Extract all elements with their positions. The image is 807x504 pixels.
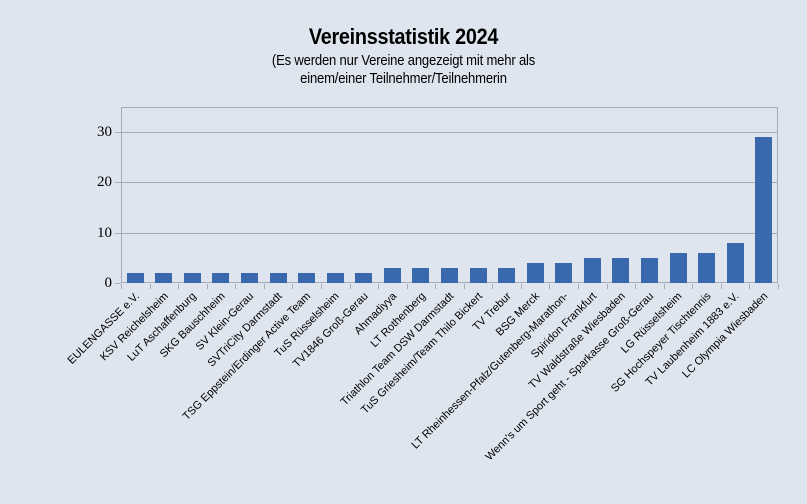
- gridline: [121, 132, 778, 134]
- x-axis-tick: [378, 284, 380, 289]
- x-axis-tick: [520, 284, 522, 289]
- y-axis-tick: [115, 283, 121, 284]
- bar: [755, 137, 773, 283]
- bar: [383, 267, 401, 283]
- y-axis-tick-label: 20: [97, 174, 112, 191]
- bar: [212, 272, 230, 283]
- y-axis-tick-label: 10: [97, 224, 112, 241]
- x-axis-tick: [320, 284, 322, 289]
- y-axis-tick: [115, 232, 121, 234]
- x-axis-tick: [635, 284, 637, 289]
- bar: [555, 262, 573, 283]
- x-axis-tick: [263, 284, 265, 289]
- bar: [412, 267, 430, 283]
- y-axis-tick: [115, 182, 121, 184]
- x-axis-tick: [206, 284, 208, 289]
- x-axis-tick: [178, 284, 180, 289]
- bar: [441, 267, 458, 283]
- x-axis-tick: [663, 284, 665, 289]
- bar: [669, 252, 687, 283]
- x-axis-tick: [549, 284, 551, 289]
- x-axis-tick: [435, 284, 437, 289]
- bar: [298, 272, 316, 283]
- x-axis-tick: [578, 284, 580, 289]
- bar: [126, 272, 144, 283]
- chart-subtitle-line2: einem/einer Teilnehmer/Teilnehmerin: [300, 71, 507, 87]
- chart-subtitle-line1: (Es werden nur Vereine angezeigt mit meh…: [271, 53, 536, 69]
- bar: [698, 252, 716, 283]
- x-axis-tick: [235, 284, 237, 289]
- x-axis-tick: [349, 284, 351, 289]
- x-axis-tick: [778, 284, 779, 289]
- gridline: [121, 182, 778, 184]
- bar: [326, 272, 344, 283]
- x-axis-tick: [606, 284, 608, 289]
- x-axis-tick: [121, 284, 122, 289]
- x-axis-tick: [692, 284, 694, 289]
- bar: [583, 257, 601, 283]
- bar: [183, 272, 201, 283]
- x-axis-tick: [492, 284, 494, 289]
- gridline: [121, 232, 778, 234]
- bar: [469, 267, 487, 283]
- bar: [526, 262, 544, 283]
- bar: [726, 242, 744, 283]
- bar: [498, 267, 516, 283]
- bar: [269, 272, 287, 283]
- x-axis-tick: [292, 284, 294, 289]
- y-axis-tick: [115, 132, 121, 134]
- x-axis-tick: [749, 284, 751, 289]
- x-axis-tick: [149, 284, 151, 289]
- x-axis-tick: [720, 284, 722, 289]
- bar: [355, 272, 373, 283]
- chart-title: Vereinsstatistik 2024: [308, 24, 499, 49]
- bar: [155, 272, 173, 283]
- bar: [241, 272, 259, 283]
- y-axis-tick-label: 30: [97, 124, 112, 141]
- x-axis-tick: [406, 284, 408, 289]
- y-axis-tick-label: 0: [104, 275, 113, 291]
- bar: [640, 257, 658, 283]
- bar: [612, 257, 630, 283]
- x-axis-tick: [463, 284, 465, 289]
